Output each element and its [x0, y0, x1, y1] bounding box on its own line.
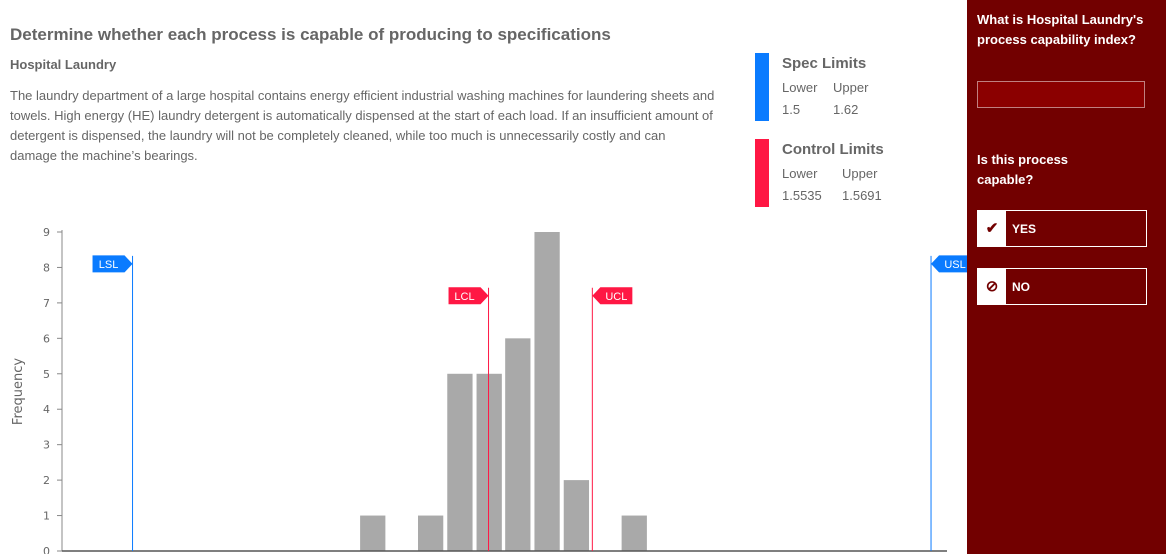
yes-button[interactable]: ✔ YES: [977, 210, 1147, 247]
limit-label-ucl: UCL: [605, 291, 627, 303]
spec-upper-label: Upper: [833, 80, 869, 95]
control-upper-label: Upper: [842, 166, 878, 181]
histogram-bar: [418, 515, 444, 551]
y-tick-label: 6: [43, 332, 50, 345]
capable-question: Is this process capable?: [977, 152, 1069, 187]
limit-label-lcl: LCL: [454, 291, 474, 303]
histogram-bar: [360, 515, 386, 551]
histogram-bar: [476, 373, 502, 551]
yes-label: YES: [1012, 222, 1037, 236]
control-upper-value: 1.5691: [842, 188, 882, 203]
y-axis-title: Frequency: [11, 358, 26, 425]
y-tick-label: 5: [43, 368, 50, 381]
histogram-chart: 0 1 2 3 4 5 6 7 8 9 Frequency LSL LCL UCL USL: [11, 226, 967, 554]
spec-limits-legend: Spec Limits Lower Upper 1.5 1.62: [755, 53, 955, 121]
y-tick-label: 3: [43, 439, 50, 452]
histogram-bar: [447, 373, 473, 551]
page-title: Determine whether each process is capabl…: [10, 25, 611, 44]
y-tick-label: 0: [43, 545, 50, 554]
histogram-bar: [534, 232, 560, 551]
checkmark-icon: ✔: [978, 211, 1006, 246]
control-lower-label: Lower: [782, 166, 818, 181]
histogram-bar: [563, 480, 590, 551]
limit-flag-ucl: [592, 287, 633, 305]
no-label: NO: [1012, 280, 1030, 294]
limit-flag-lcl: [448, 287, 489, 305]
y-tick-label: 7: [43, 297, 50, 310]
histogram-bar: [505, 338, 531, 551]
capability-index-input[interactable]: [977, 81, 1145, 108]
limit-flag-lsl: [92, 255, 133, 273]
control-limits-legend: Control Limits Lower Upper 1.5535 1.5691: [755, 139, 955, 207]
histogram-bar: [621, 515, 647, 551]
spec-lower-value: 1.5: [782, 102, 801, 117]
answer-sidebar: What is Hospital Laundry's process capab…: [967, 0, 1166, 554]
spec-upper-value: 1.62: [833, 102, 859, 117]
y-tick-label: 1: [43, 510, 50, 523]
main-panel: Determine whether each process is capabl…: [10, 25, 967, 554]
process-name: Hospital Laundry: [10, 57, 117, 72]
y-tick-label: 9: [43, 226, 50, 239]
limit-label-lsl: LSL: [99, 259, 119, 271]
spec-lower-label: Lower: [782, 80, 818, 95]
limit-flag-usl: [931, 255, 967, 273]
spec-limits-swatch: [755, 53, 769, 121]
control-lower-value: 1.5535: [782, 188, 822, 203]
control-limits-title: Control Limits: [782, 141, 884, 158]
y-tick-label: 2: [43, 474, 50, 487]
y-tick-label: 8: [43, 261, 50, 274]
no-button[interactable]: ⊘ NO: [977, 268, 1147, 305]
capability-index-question: What is Hospital Laundry's process capab…: [977, 12, 1144, 47]
spec-limits-title: Spec Limits: [782, 55, 867, 72]
y-tick-label: 4: [43, 403, 50, 416]
process-description: The laundry department of a large hospit…: [10, 88, 715, 163]
control-limits-swatch: [755, 139, 769, 207]
prohibited-icon: ⊘: [978, 269, 1006, 304]
limit-label-usl: USL: [944, 259, 965, 271]
